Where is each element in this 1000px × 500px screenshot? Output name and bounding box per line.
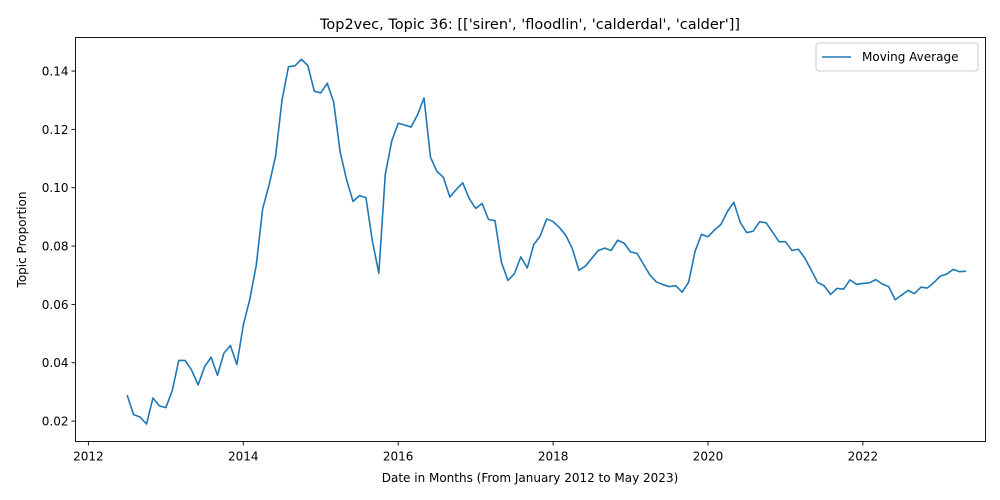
legend-box [815, 42, 979, 72]
x-tick-label: 2014 [228, 450, 259, 464]
x-tick-label: 2012 [73, 450, 104, 464]
plot-frame [75, 37, 986, 442]
legend-label-moving-average: Moving Average [862, 50, 958, 64]
y-tick-label: 0.06 [42, 298, 69, 312]
x-tick-label: 2018 [538, 450, 569, 464]
y-tick-label: 0.10 [42, 181, 69, 195]
x-tick-label: 2022 [848, 450, 879, 464]
x-tick-label: 2016 [383, 450, 414, 464]
y-tick-label: 0.12 [42, 123, 69, 137]
x-axis-label: Date in Months (From January 2012 to May… [382, 471, 679, 485]
y-tick-label: 0.02 [42, 415, 69, 429]
x-tick-label: 2020 [693, 450, 724, 464]
series-group [126, 58, 967, 425]
chart-title: Top2vec, Topic 36: [['siren', 'floodlin'… [319, 17, 740, 33]
y-tick-label: 0.14 [42, 65, 69, 79]
y-tick-label: 0.04 [42, 356, 69, 370]
y-axis-label: Topic Proportion [15, 192, 29, 289]
y-axis-ticks: 0.02 0.04 0.06 0.08 0.10 0.12 0.14 [42, 65, 76, 429]
legend: Moving Average [815, 42, 979, 72]
x-axis-ticks: 2012 2014 2016 2018 2020 2022 [73, 441, 879, 464]
y-tick-label: 0.08 [42, 240, 69, 254]
series-line-moving-average [126, 58, 967, 425]
